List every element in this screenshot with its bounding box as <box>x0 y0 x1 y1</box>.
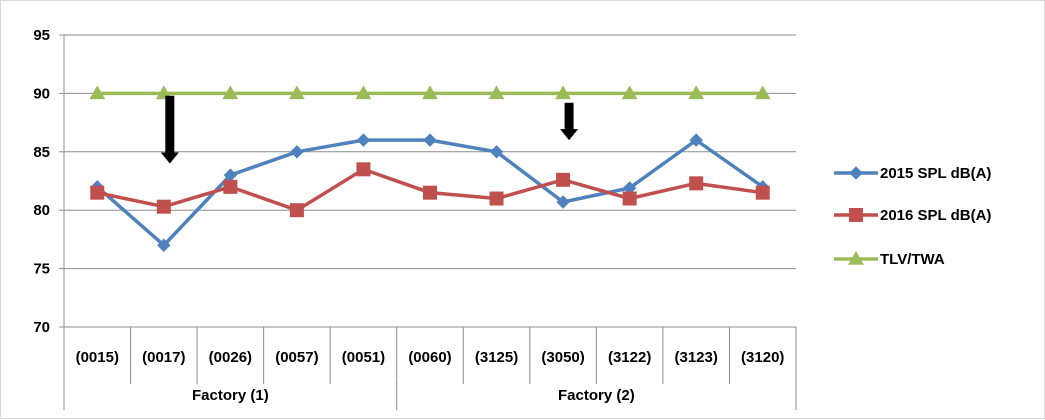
arrow-head <box>560 129 579 141</box>
data-point-s0-5 <box>423 133 437 147</box>
data-point-s2-3 <box>289 85 305 100</box>
down-arrow-1 <box>560 102 579 141</box>
x-tick-label-6: (3125) <box>475 349 518 366</box>
data-point-s0-4 <box>356 133 371 147</box>
group-label-1: Factory (2) <box>558 387 635 404</box>
legend-item-0: 2015 SPL dB(A) <box>834 165 991 182</box>
annotations <box>160 95 579 164</box>
gridlines <box>64 34 796 328</box>
y-tick-label-85: 85 <box>33 144 50 161</box>
data-point-s1-7 <box>556 172 571 187</box>
data-point-s0-9 <box>689 133 703 147</box>
data-point-s2-0 <box>89 85 106 100</box>
data-point-s2-5 <box>422 85 438 100</box>
x-tick-label-10: (3120) <box>741 349 784 366</box>
y-tick-label-80: 80 <box>33 202 50 219</box>
legend-label-2: TLV/TWA <box>880 251 945 268</box>
data-point-s1-8 <box>622 191 637 206</box>
data-point-s0-1 <box>157 238 171 252</box>
data-point-s1-3 <box>289 203 304 218</box>
data-point-s2-6 <box>488 85 505 100</box>
data-point-s0-6 <box>489 145 504 159</box>
data-point-s0-3 <box>290 145 304 159</box>
legend-label-1: 2016 SPL dB(A) <box>880 207 991 224</box>
data-point-s2-4 <box>355 85 372 100</box>
data-point-s1-6 <box>489 191 504 206</box>
series-layer <box>89 85 771 252</box>
data-point-s1-4 <box>356 162 371 177</box>
data-point-s2-1 <box>155 85 172 100</box>
data-point-s1-1 <box>156 199 171 214</box>
x-tick-label-8: (3122) <box>608 349 651 366</box>
x-tick-label-4: (0051) <box>342 349 385 366</box>
axes: 70 75 80 85 90 95 (0015) (0017) (0026) (0057) (005… <box>33 27 797 410</box>
data-point-s2-7 <box>555 85 571 100</box>
legend-item-1: 2016 SPL dB(A) <box>834 207 991 224</box>
legend-swatch-marker <box>849 208 863 222</box>
data-point-s2-8 <box>621 85 638 100</box>
data-point-s1-9 <box>689 176 704 191</box>
legend-item-2: TLV/TWA <box>834 250 945 268</box>
down-arrow-0 <box>160 95 179 164</box>
legend-swatch-marker <box>849 166 863 180</box>
data-point-s2-2 <box>222 85 239 100</box>
legend: 2015 SPL dB(A) 2016 SPL dB(A) TLV/TWA <box>834 165 991 268</box>
y-tick-label-75: 75 <box>33 261 50 278</box>
x-tick-label-3: (0057) <box>275 349 318 366</box>
x-tick-label-9: (3123) <box>675 349 718 366</box>
x-tick-label-2: (0026) <box>209 349 252 366</box>
data-point-s2-9 <box>688 85 705 100</box>
data-point-s2-10 <box>754 85 771 100</box>
data-point-s1-5 <box>423 185 437 200</box>
y-tick-label-70: 70 <box>33 319 50 336</box>
arrow-shaft <box>564 102 574 131</box>
data-point-s1-2 <box>223 179 238 194</box>
data-point-s1-0 <box>90 185 105 200</box>
group-label-0: Factory (1) <box>192 387 269 404</box>
legend-label-0: 2015 SPL dB(A) <box>880 165 991 182</box>
x-tick-label-1: (0017) <box>142 349 185 366</box>
x-tick-label-7: (3050) <box>541 349 584 366</box>
arrow-shaft <box>165 95 175 154</box>
arrow-head <box>160 152 179 164</box>
x-tick-label-0: (0015) <box>76 349 119 366</box>
data-point-s1-10 <box>755 185 770 200</box>
y-tick-label-95: 95 <box>33 27 50 44</box>
data-point-s0-7 <box>556 195 570 209</box>
legend-swatch-marker <box>848 250 864 265</box>
y-tick-label-90: 90 <box>33 85 50 102</box>
x-tick-label-5: (0060) <box>408 349 451 366</box>
